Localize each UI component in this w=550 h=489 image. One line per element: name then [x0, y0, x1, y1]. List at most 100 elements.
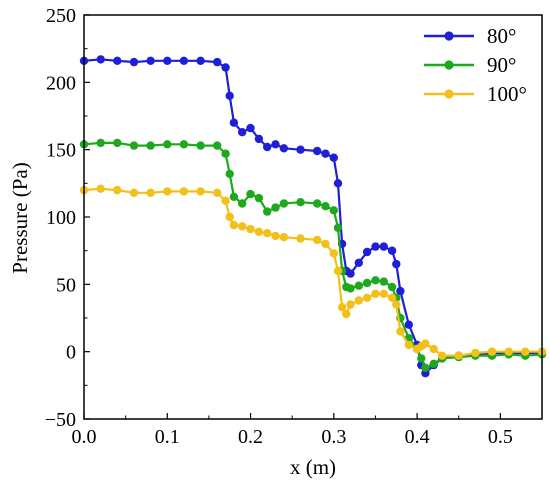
series-90-point	[263, 207, 272, 216]
series-90-point	[113, 138, 122, 148]
series-80-point	[371, 242, 380, 251]
x-tick-label: 0.1	[155, 426, 180, 448]
series-90-point	[271, 203, 280, 212]
series-80-point	[296, 145, 305, 154]
y-tick-label: 200	[46, 72, 76, 94]
series-80-point	[279, 144, 289, 153]
series-100-point	[196, 187, 205, 196]
series-90-point	[279, 199, 289, 208]
series-90-point	[129, 141, 139, 150]
series-90-point	[213, 141, 222, 150]
series-90-group	[79, 138, 547, 372]
y-tick-label: 100	[46, 207, 76, 229]
series-100-point	[362, 293, 372, 302]
series-100-point	[346, 300, 355, 309]
series-90-point	[163, 140, 172, 149]
series-100-point	[421, 339, 430, 348]
series-80-point	[221, 63, 230, 72]
series-80-point	[254, 134, 264, 144]
x-tick-label: 0.0	[72, 426, 97, 448]
x-tick-label: 0.5	[488, 426, 513, 448]
series-90-point	[417, 354, 426, 363]
series-80-point	[392, 259, 401, 269]
series-80-point	[354, 258, 363, 267]
legend-swatch-marker-100	[444, 89, 454, 99]
series-90-point	[429, 359, 438, 368]
series-100-point	[396, 327, 405, 336]
series-100-line	[83, 187, 542, 357]
series-80-point	[333, 179, 343, 188]
series-80-point	[129, 57, 139, 67]
series-100-point	[296, 234, 305, 243]
series-90-point	[313, 199, 322, 208]
series-90-point	[346, 284, 355, 293]
series-80-point	[346, 269, 355, 278]
series-80-point	[96, 55, 105, 64]
series-90-point	[179, 140, 189, 149]
series-80-point	[146, 56, 155, 65]
series-80-point	[263, 142, 272, 152]
legend-label-80: 80°	[487, 24, 516, 48]
series-90-point	[329, 206, 338, 215]
series-100-point	[279, 233, 289, 242]
series-100-point	[392, 300, 401, 309]
series-100-point	[254, 227, 264, 236]
y-axis-title: Pressure (Pa)	[8, 162, 32, 273]
series-80-point	[379, 242, 388, 251]
y-tick-label: 50	[56, 274, 76, 296]
series-80-point	[196, 56, 205, 65]
series-90-point	[296, 198, 305, 207]
series-80-group	[79, 55, 547, 378]
series-100-point	[229, 220, 239, 230]
series-100-point	[263, 229, 272, 238]
series-90-point	[196, 141, 205, 150]
series-100-point	[129, 188, 139, 197]
series-80-point	[313, 146, 322, 156]
x-tick-label: 0.2	[238, 426, 263, 448]
y-tick-label: 0	[66, 342, 76, 364]
series-100-point	[354, 296, 363, 305]
series-layer	[79, 55, 547, 378]
series-100-point	[313, 235, 322, 245]
series-80-point	[387, 246, 397, 255]
ticks-layer: 0.0 0.1 0.2 0.3 0.4 0.5 −50 0 50 100 150 200 250	[45, 5, 513, 448]
series-100-point	[471, 348, 480, 358]
series-90-point	[229, 192, 239, 201]
series-100-point	[487, 347, 497, 356]
series-80-point	[213, 57, 222, 67]
series-100-point	[437, 351, 447, 360]
y-tick-label: −50	[45, 409, 76, 431]
series-90-point	[246, 189, 255, 199]
series-100-point	[163, 187, 172, 196]
series-100-point	[221, 196, 230, 205]
series-100-point	[113, 185, 122, 195]
series-100-point	[342, 309, 351, 319]
x-tick-label: 0.3	[321, 426, 346, 448]
series-100-point	[371, 289, 380, 298]
series-90-point	[96, 138, 105, 148]
series-100-point	[238, 222, 247, 231]
series-100-point	[429, 344, 438, 354]
series-90-point	[146, 141, 155, 150]
series-100-point	[179, 187, 189, 196]
legend-label-100: 100°	[487, 82, 527, 106]
series-100-point	[454, 351, 463, 360]
series-100-point	[337, 303, 347, 312]
series-80-point	[229, 118, 239, 127]
series-90-point	[238, 199, 247, 208]
series-100-point	[213, 188, 222, 197]
series-100-group	[79, 184, 547, 360]
series-80-point	[271, 140, 280, 149]
series-100-point	[329, 249, 338, 258]
series-80-point	[329, 153, 338, 162]
series-100-point	[379, 289, 388, 298]
series-90-point	[371, 276, 380, 285]
series-90-point	[387, 282, 397, 292]
y-tick-label: 150	[46, 140, 76, 162]
series-80-point	[113, 56, 122, 65]
series-100-point	[321, 239, 330, 249]
series-80-line	[83, 58, 542, 376]
series-90-point	[354, 281, 363, 290]
series-90-line	[83, 141, 543, 370]
